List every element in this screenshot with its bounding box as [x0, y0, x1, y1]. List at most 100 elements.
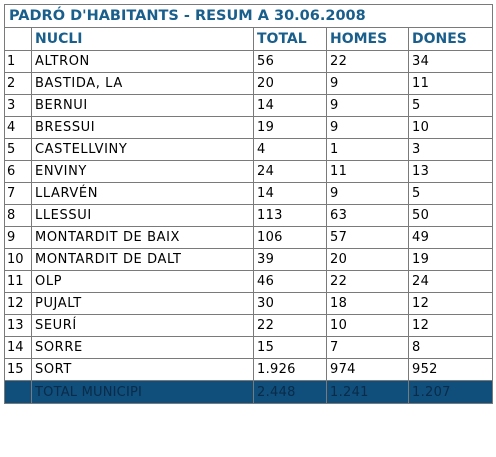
cell-dones: 5: [408, 182, 493, 205]
cell-index: 5: [4, 138, 32, 161]
title-row: PADRÓ D'HABITANTS - RESUM A 30.06.2008: [4, 4, 493, 28]
cell-nucli: CASTELLVINY: [31, 138, 254, 161]
cell-total: 14: [253, 94, 327, 117]
total-row: TOTAL MUNICIPI 2.448 1.241 1.207: [4, 380, 493, 404]
header-dones: DONES: [408, 27, 493, 51]
table-row: 10 MONTARDIT DE DALT 39 20 19: [4, 248, 493, 271]
table-title: PADRÓ D'HABITANTS - RESUM A 30.06.2008: [4, 4, 493, 28]
total-cell-homes: 1.241: [326, 380, 409, 404]
table-row: 3 BERNUI 14 9 5: [4, 94, 493, 117]
cell-nucli: SORT: [31, 358, 254, 381]
table-row: 6 ENVINY 24 11 13: [4, 160, 493, 183]
header-row: NUCLI TOTAL HOMES DONES: [4, 27, 493, 51]
cell-homes: 1: [326, 138, 409, 161]
cell-total: 14: [253, 182, 327, 205]
cell-homes: 20: [326, 248, 409, 271]
cell-nucli: MONTARDIT DE BAIX: [31, 226, 254, 249]
total-cell-nucli: TOTAL MUNICIPI: [31, 380, 254, 404]
cell-nucli: LLARVÉN: [31, 182, 254, 205]
cell-dones: 12: [408, 314, 493, 337]
cell-total: 4: [253, 138, 327, 161]
cell-nucli: SORRE: [31, 336, 254, 359]
cell-index: 3: [4, 94, 32, 117]
cell-nucli: SEURÍ: [31, 314, 254, 337]
cell-homes: 22: [326, 50, 409, 73]
table-row: 1 ALTRON 56 22 34: [4, 50, 493, 73]
cell-dones: 24: [408, 270, 493, 293]
census-summary-table: PADRÓ D'HABITANTS - RESUM A 30.06.2008 N…: [4, 4, 493, 404]
cell-dones: 50: [408, 204, 493, 227]
table-body: PADRÓ D'HABITANTS - RESUM A 30.06.2008 N…: [4, 4, 493, 404]
cell-dones: 10: [408, 116, 493, 139]
total-cell-total: 2.448: [253, 380, 327, 404]
cell-total: 19: [253, 116, 327, 139]
cell-nucli: BERNUI: [31, 94, 254, 117]
cell-total: 1.926: [253, 358, 327, 381]
cell-index: 7: [4, 182, 32, 205]
table-row: 8 LLESSUI 113 63 50: [4, 204, 493, 227]
cell-index: 13: [4, 314, 32, 337]
cell-index: 6: [4, 160, 32, 183]
table-row: 2 BASTIDA, LA 20 9 11: [4, 72, 493, 95]
table-row: 13 SEURÍ 22 10 12: [4, 314, 493, 337]
cell-dones: 13: [408, 160, 493, 183]
cell-homes: 10: [326, 314, 409, 337]
cell-nucli: MONTARDIT DE DALT: [31, 248, 254, 271]
cell-homes: 18: [326, 292, 409, 315]
table-row: 14 SORRE 15 7 8: [4, 336, 493, 359]
cell-total: 39: [253, 248, 327, 271]
cell-nucli: LLESSUI: [31, 204, 254, 227]
table-row: 15 SORT 1.926 974 952: [4, 358, 493, 381]
cell-dones: 12: [408, 292, 493, 315]
cell-index: 9: [4, 226, 32, 249]
table-row: 12 PUJALT 30 18 12: [4, 292, 493, 315]
cell-index: 10: [4, 248, 32, 271]
table-row: 7 LLARVÉN 14 9 5: [4, 182, 493, 205]
cell-nucli: OLP: [31, 270, 254, 293]
table-row: 4 BRESSUI 19 9 10: [4, 116, 493, 139]
cell-total: 113: [253, 204, 327, 227]
cell-nucli: ENVINY: [31, 160, 254, 183]
header-nucli: NUCLI: [31, 27, 254, 51]
cell-homes: 9: [326, 94, 409, 117]
cell-index: 4: [4, 116, 32, 139]
cell-homes: 9: [326, 182, 409, 205]
table-row: 5 CASTELLVINY 4 1 3: [4, 138, 493, 161]
cell-homes: 9: [326, 116, 409, 139]
cell-index: 14: [4, 336, 32, 359]
cell-total: 106: [253, 226, 327, 249]
cell-total: 56: [253, 50, 327, 73]
cell-dones: 5: [408, 94, 493, 117]
cell-nucli: ALTRON: [31, 50, 254, 73]
cell-index: 11: [4, 270, 32, 293]
cell-homes: 11: [326, 160, 409, 183]
header-total: TOTAL: [253, 27, 327, 51]
cell-homes: 7: [326, 336, 409, 359]
cell-total: 46: [253, 270, 327, 293]
cell-total: 15: [253, 336, 327, 359]
cell-total: 22: [253, 314, 327, 337]
total-cell-index: [4, 380, 32, 404]
cell-dones: 49: [408, 226, 493, 249]
cell-total: 20: [253, 72, 327, 95]
cell-dones: 952: [408, 358, 493, 381]
cell-index: 8: [4, 204, 32, 227]
cell-homes: 974: [326, 358, 409, 381]
header-index: [4, 27, 32, 51]
table-row: 11 OLP 46 22 24: [4, 270, 493, 293]
cell-homes: 63: [326, 204, 409, 227]
cell-total: 30: [253, 292, 327, 315]
cell-dones: 11: [408, 72, 493, 95]
cell-total: 24: [253, 160, 327, 183]
cell-dones: 34: [408, 50, 493, 73]
cell-nucli: BRESSUI: [31, 116, 254, 139]
cell-dones: 3: [408, 138, 493, 161]
cell-index: 12: [4, 292, 32, 315]
cell-index: 2: [4, 72, 32, 95]
cell-dones: 8: [408, 336, 493, 359]
cell-nucli: PUJALT: [31, 292, 254, 315]
cell-index: 1: [4, 50, 32, 73]
cell-nucli: BASTIDA, LA: [31, 72, 254, 95]
header-homes: HOMES: [326, 27, 409, 51]
